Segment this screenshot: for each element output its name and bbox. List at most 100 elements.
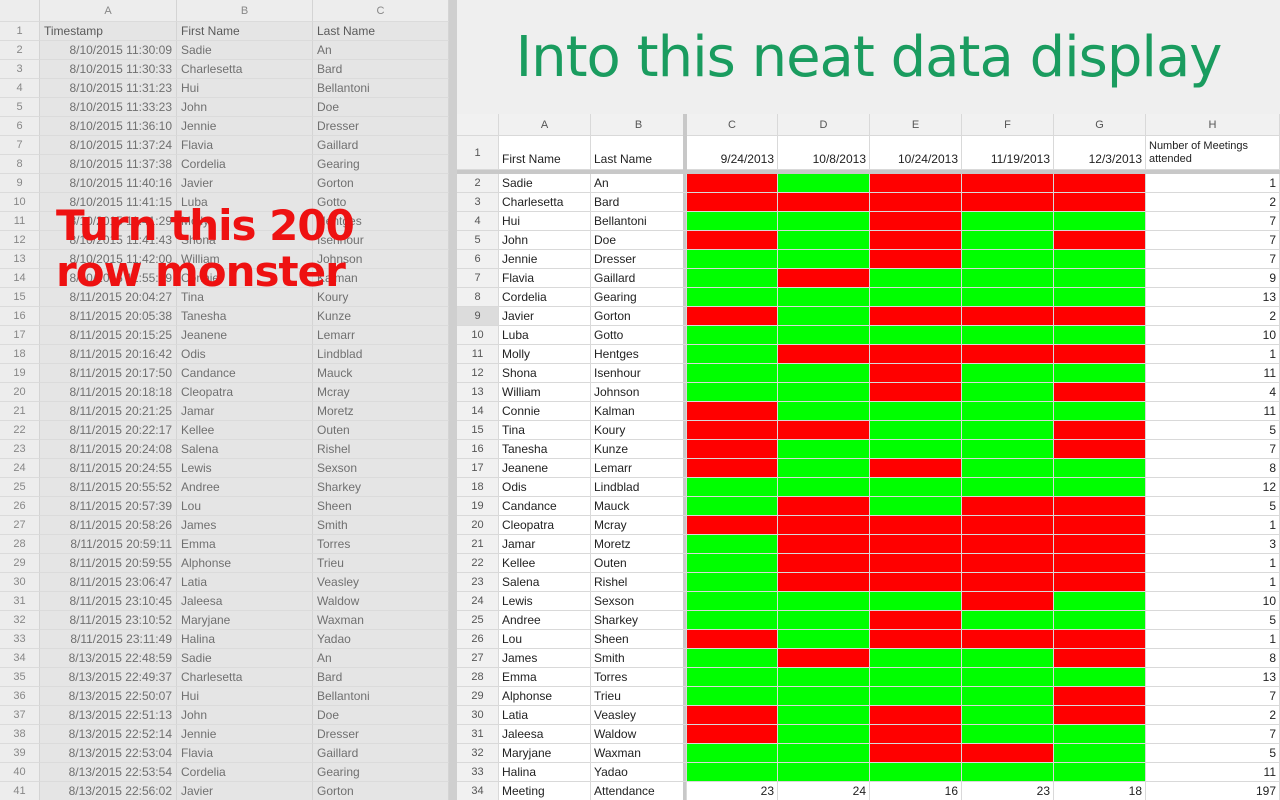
timestamp-cell[interactable]: 8/10/2015 11:33:23 <box>40 98 177 117</box>
absent-cell[interactable] <box>870 231 962 250</box>
attended-cell[interactable] <box>1054 744 1146 763</box>
row-number[interactable]: 19 <box>0 364 40 383</box>
meetings-count-cell[interactable]: 7 <box>1146 231 1280 250</box>
attended-cell[interactable] <box>962 212 1054 231</box>
attended-cell[interactable] <box>778 383 870 402</box>
attended-cell[interactable] <box>687 478 778 497</box>
attended-cell[interactable] <box>687 250 778 269</box>
row-number[interactable]: 26 <box>0 497 40 516</box>
attended-cell[interactable] <box>778 440 870 459</box>
timestamp-cell[interactable]: 8/11/2015 20:22:17 <box>40 421 177 440</box>
first-name-cell[interactable]: Jennie <box>499 250 591 269</box>
last-name-cell[interactable]: Kalman <box>591 402 687 421</box>
attended-cell[interactable] <box>778 250 870 269</box>
first-name-cell[interactable]: Luba <box>177 193 313 212</box>
absent-cell[interactable] <box>870 516 962 535</box>
attended-cell[interactable] <box>1054 269 1146 288</box>
absent-cell[interactable] <box>687 421 778 440</box>
last-name-cell[interactable]: Gaillard <box>591 269 687 288</box>
timestamp-cell[interactable]: 8/13/2015 22:53:04 <box>40 744 177 763</box>
meetings-count-cell[interactable]: 1 <box>1146 630 1280 649</box>
first-name-cell[interactable]: Odis <box>177 345 313 364</box>
row-number[interactable]: 18 <box>0 345 40 364</box>
meetings-count-cell[interactable]: 11 <box>1146 402 1280 421</box>
timestamp-cell[interactable]: 8/13/2015 22:50:07 <box>40 687 177 706</box>
date-header-cell[interactable]: 11/19/2013 <box>962 136 1054 170</box>
first-name-cell[interactable]: Jeanene <box>499 459 591 478</box>
row-number[interactable]: 10 <box>0 193 40 212</box>
row-number[interactable]: 5 <box>457 231 499 250</box>
absent-cell[interactable] <box>687 706 778 725</box>
last-name-cell[interactable]: Smith <box>313 516 449 535</box>
last-name-cell[interactable]: Sexson <box>313 459 449 478</box>
timestamp-cell[interactable]: 8/11/2015 20:18:18 <box>40 383 177 402</box>
timestamp-cell[interactable]: 8/11/2015 20:16:42 <box>40 345 177 364</box>
last-name-cell[interactable]: Bellantoni <box>591 212 687 231</box>
column-header-c[interactable]: C <box>313 0 449 22</box>
first-name-cell[interactable]: William <box>499 383 591 402</box>
absent-cell[interactable] <box>1054 573 1146 592</box>
last-name-cell[interactable]: Mauck <box>591 497 687 516</box>
timestamp-cell[interactable]: 8/11/2015 20:58:26 <box>40 516 177 535</box>
last-name-cell[interactable]: Smith <box>591 649 687 668</box>
timestamp-cell[interactable]: 8/10/2015 11:42:00 <box>40 250 177 269</box>
row-number[interactable]: 40 <box>0 763 40 782</box>
attended-cell[interactable] <box>687 611 778 630</box>
last-name-cell[interactable]: An <box>313 41 449 60</box>
first-name-cell[interactable]: Lou <box>177 497 313 516</box>
timestamp-cell[interactable]: 8/10/2015 11:30:33 <box>40 60 177 79</box>
attended-cell[interactable] <box>687 212 778 231</box>
first-name-cell[interactable]: Cleopatra <box>499 516 591 535</box>
meetings-count-cell[interactable]: 4 <box>1146 383 1280 402</box>
last-name-cell[interactable]: Sheen <box>313 497 449 516</box>
row-number[interactable]: 2 <box>457 174 499 193</box>
attended-cell[interactable] <box>870 402 962 421</box>
absent-cell[interactable] <box>1054 497 1146 516</box>
attended-cell[interactable] <box>778 706 870 725</box>
last-name-cell[interactable]: Kunze <box>313 307 449 326</box>
row-number[interactable]: 3 <box>457 193 499 212</box>
first-name-cell[interactable]: Tina <box>499 421 591 440</box>
row-number[interactable]: 28 <box>457 668 499 687</box>
timestamp-cell[interactable]: 8/10/2015 11:30:09 <box>40 41 177 60</box>
row-number[interactable]: 29 <box>457 687 499 706</box>
timestamp-cell[interactable]: 8/10/2015 11:41:29 <box>40 212 177 231</box>
row-number[interactable]: 36 <box>0 687 40 706</box>
attended-cell[interactable] <box>962 478 1054 497</box>
first-name-cell[interactable]: Hui <box>177 687 313 706</box>
timestamp-cell[interactable]: 8/11/2015 20:55:52 <box>40 478 177 497</box>
last-name-cell[interactable]: Gotto <box>313 193 449 212</box>
timestamp-cell[interactable]: 8/13/2015 22:49:37 <box>40 668 177 687</box>
meetings-count-cell[interactable]: 1 <box>1146 174 1280 193</box>
column-header-f[interactable]: F <box>962 114 1054 136</box>
row-number[interactable]: 24 <box>457 592 499 611</box>
absent-cell[interactable] <box>870 250 962 269</box>
meetings-count-cell[interactable]: 3 <box>1146 535 1280 554</box>
last-name-cell[interactable]: Doe <box>591 231 687 250</box>
attended-cell[interactable] <box>870 326 962 345</box>
first-name-cell[interactable]: Sadie <box>177 41 313 60</box>
absent-cell[interactable] <box>962 307 1054 326</box>
row-number[interactable]: 16 <box>457 440 499 459</box>
attended-cell[interactable] <box>962 231 1054 250</box>
absent-cell[interactable] <box>778 554 870 573</box>
first-name-cell[interactable]: Odis <box>499 478 591 497</box>
first-name-cell[interactable]: Lou <box>499 630 591 649</box>
first-name-cell[interactable]: Jaleesa <box>499 725 591 744</box>
attended-cell[interactable] <box>778 307 870 326</box>
absent-cell[interactable] <box>870 383 962 402</box>
meetings-count-cell[interactable]: 9 <box>1146 269 1280 288</box>
absent-cell[interactable] <box>778 573 870 592</box>
column-header-b[interactable]: B <box>177 0 313 22</box>
timestamp-cell[interactable]: 8/11/2015 20:57:39 <box>40 497 177 516</box>
absent-cell[interactable] <box>870 630 962 649</box>
timestamp-cell[interactable]: 8/11/2015 20:59:11 <box>40 535 177 554</box>
row-number[interactable]: 22 <box>0 421 40 440</box>
first-name-cell[interactable]: Halina <box>177 630 313 649</box>
header-cell[interactable]: First Name <box>177 22 313 41</box>
frozen-column-divider[interactable] <box>683 114 687 800</box>
last-name-cell[interactable]: Koury <box>313 288 449 307</box>
meetings-count-cell[interactable]: 11 <box>1146 364 1280 383</box>
attended-cell[interactable] <box>870 497 962 516</box>
attended-cell[interactable] <box>687 364 778 383</box>
